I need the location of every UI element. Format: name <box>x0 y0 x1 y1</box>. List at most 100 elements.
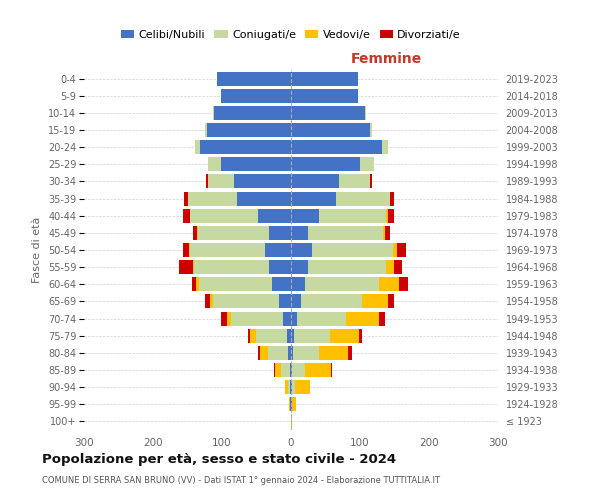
Bar <box>209 294 213 308</box>
Bar <box>274 363 275 377</box>
Bar <box>290 398 291 411</box>
Bar <box>362 294 388 308</box>
Bar <box>293 346 319 360</box>
Bar <box>260 346 268 360</box>
Bar <box>291 312 296 326</box>
Bar <box>213 106 214 120</box>
Bar <box>217 72 291 86</box>
Bar <box>189 243 190 257</box>
Bar <box>398 278 409 291</box>
Bar <box>370 123 373 137</box>
Bar <box>291 226 308 240</box>
Bar <box>340 174 370 188</box>
Bar <box>312 243 393 257</box>
Bar <box>182 243 189 257</box>
Bar <box>291 72 358 86</box>
Bar <box>382 140 388 154</box>
Bar <box>286 380 288 394</box>
Bar <box>292 398 296 411</box>
Bar <box>291 123 370 137</box>
Bar <box>265 243 291 257</box>
Bar <box>287 346 291 360</box>
Bar <box>187 192 237 205</box>
Bar <box>200 140 291 154</box>
Bar <box>214 106 291 120</box>
Bar <box>195 140 200 154</box>
Bar <box>385 226 391 240</box>
Bar <box>199 278 272 291</box>
Bar <box>205 123 207 137</box>
Bar <box>193 226 197 240</box>
Bar <box>291 294 301 308</box>
Bar <box>256 328 287 342</box>
Bar <box>291 174 340 188</box>
Bar <box>388 208 394 222</box>
Bar <box>208 158 221 172</box>
Bar <box>370 174 373 188</box>
Bar <box>386 260 394 274</box>
Bar <box>329 328 359 342</box>
Bar <box>291 158 360 172</box>
Bar <box>291 260 308 274</box>
Bar <box>269 260 291 274</box>
Bar <box>394 260 402 274</box>
Bar <box>288 380 290 394</box>
Bar <box>301 294 362 308</box>
Bar <box>221 312 227 326</box>
Bar <box>291 140 382 154</box>
Bar <box>205 294 209 308</box>
Bar <box>305 363 331 377</box>
Bar <box>379 312 385 326</box>
Bar <box>206 174 208 188</box>
Bar <box>291 380 292 394</box>
Bar <box>308 260 386 274</box>
Bar <box>268 346 287 360</box>
Bar <box>221 88 291 102</box>
Bar <box>331 363 332 377</box>
Bar <box>291 346 293 360</box>
Bar <box>190 243 265 257</box>
Bar <box>179 260 193 274</box>
Bar <box>289 398 290 411</box>
Bar <box>291 88 358 102</box>
Bar <box>292 363 305 377</box>
Bar <box>184 192 187 205</box>
Bar <box>305 278 379 291</box>
Bar <box>391 192 394 205</box>
Bar <box>308 226 383 240</box>
Bar <box>348 346 352 360</box>
Text: Femmine: Femmine <box>350 52 422 66</box>
Bar <box>388 294 394 308</box>
Text: COMUNE DI SERRA SAN BRUNO (VV) - Dati ISTAT 1° gennaio 2024 - Elaborazione TUTTI: COMUNE DI SERRA SAN BRUNO (VV) - Dati IS… <box>42 476 440 485</box>
Bar <box>346 312 379 326</box>
Bar <box>292 380 295 394</box>
Bar <box>319 346 348 360</box>
Bar <box>291 243 312 257</box>
Bar <box>294 328 329 342</box>
Bar <box>383 226 385 240</box>
Bar <box>291 278 305 291</box>
Bar <box>250 328 256 342</box>
Bar <box>291 106 365 120</box>
Bar <box>197 226 198 240</box>
Bar <box>213 294 278 308</box>
Bar <box>287 328 291 342</box>
Bar <box>207 123 291 137</box>
Bar <box>221 158 291 172</box>
Bar <box>389 192 391 205</box>
Bar <box>360 158 374 172</box>
Bar <box>272 278 291 291</box>
Bar <box>227 312 231 326</box>
Legend: Celibi/Nubili, Coniugati/e, Vedovi/e, Divorziati/e: Celibi/Nubili, Coniugati/e, Vedovi/e, Di… <box>116 25 466 44</box>
Bar <box>184 208 190 222</box>
Bar <box>290 363 291 377</box>
Bar <box>269 226 291 240</box>
Bar <box>237 192 291 205</box>
Bar <box>258 208 291 222</box>
Bar <box>194 260 269 274</box>
Bar <box>296 312 346 326</box>
Bar <box>190 208 258 222</box>
Text: Popolazione per età, sesso e stato civile - 2024: Popolazione per età, sesso e stato civil… <box>42 452 396 466</box>
Bar <box>258 346 260 360</box>
Bar <box>359 328 362 342</box>
